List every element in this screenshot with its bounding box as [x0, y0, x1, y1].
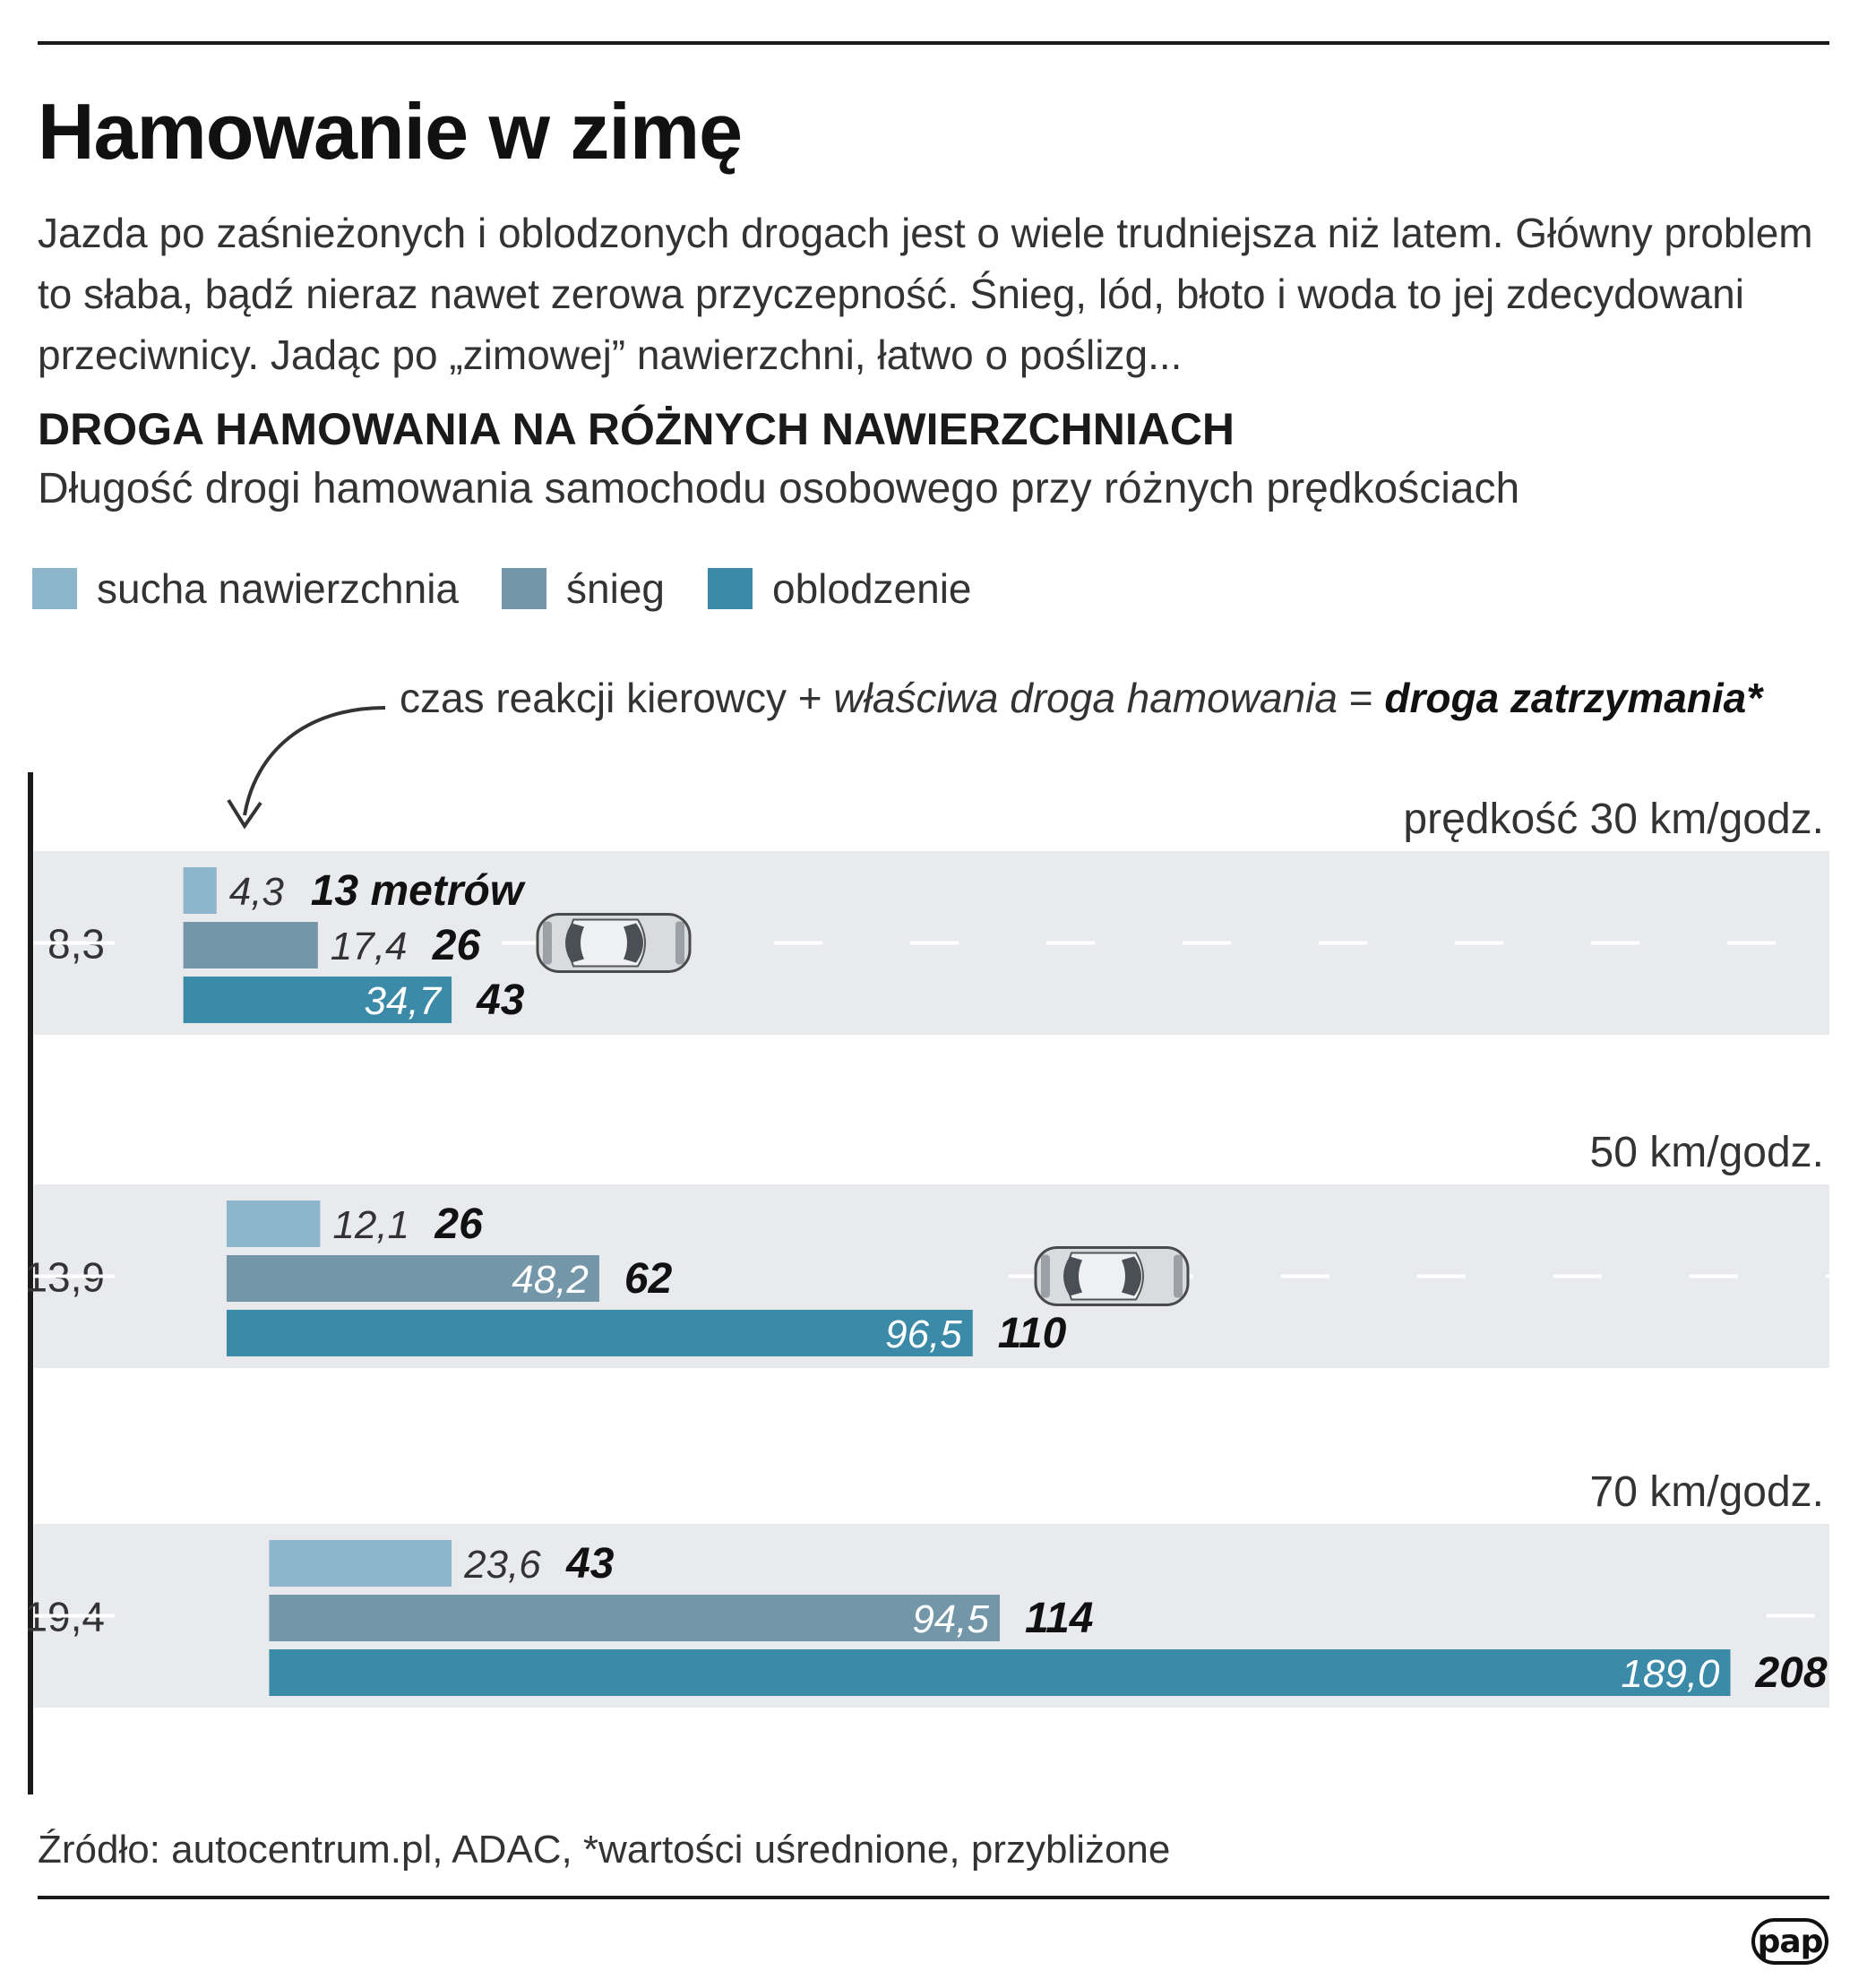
braking-value-label: 23,6: [463, 1543, 541, 1587]
braking-value-label: 96,5: [885, 1312, 962, 1356]
car-icon: [536, 913, 692, 973]
bar-ice: [269, 1649, 1731, 1696]
braking-value-label: 4,3: [229, 870, 285, 914]
lead-paragraph: Jazda po zaśnieżonych i oblodzonych drog…: [38, 210, 1813, 378]
speed-label: prędkość 30 km/godz.: [1403, 796, 1824, 843]
stopping-distance-label: 13 metrów: [311, 867, 526, 915]
curved-arrow-head-icon: [227, 798, 262, 830]
top-rule: [38, 41, 1829, 45]
legend-item-ice: oblodzenie: [707, 564, 972, 613]
legend-item-dry: sucha nawierzchnia: [32, 564, 459, 613]
stopping-distance-label: 114: [1025, 1595, 1094, 1642]
section-subtitle: Długość drogi hamowania samochodu osobow…: [38, 465, 1520, 512]
bar-dry: [269, 1540, 452, 1587]
legend-swatch-ice: [707, 568, 753, 609]
stopping-distance-label: 62: [624, 1255, 673, 1303]
stopping-distance-label: 26: [432, 922, 481, 969]
formula-reaction: czas reakcji kierowcy +: [400, 675, 834, 721]
formula-annotation: czas reakcji kierowcy + właściwa droga h…: [400, 674, 1762, 722]
bar-snow: [226, 1255, 599, 1302]
stopping-distance-label: 43: [476, 977, 525, 1024]
stopping-distance-label: 208: [1754, 1649, 1827, 1697]
braking-value-label: 12,1: [332, 1203, 409, 1247]
formula-stopping: droga zatrzymania*: [1384, 675, 1763, 721]
formula-equals: =: [1337, 675, 1385, 721]
bar-dry: [183, 867, 217, 914]
legend-swatch-snow: [502, 568, 547, 609]
braking-value-label: 48,2: [512, 1258, 589, 1302]
bottom-rule: [38, 1896, 1829, 1899]
pap-logo: pap: [1751, 1918, 1828, 1965]
curved-arrow-icon: [243, 706, 386, 816]
source-note: Źródło: autocentrum.pl, ADAC, *wartości …: [38, 1828, 1171, 1872]
legend-label-snow: śnieg: [566, 565, 665, 612]
speed-label: 70 km/godz.: [1590, 1468, 1824, 1516]
bar-ice: [226, 1310, 973, 1356]
speed-label: 50 km/godz.: [1590, 1129, 1824, 1176]
legend-item-snow: śnieg: [502, 564, 665, 613]
legend-label-dry: sucha nawierzchnia: [97, 565, 460, 612]
stopping-distance-label: 26: [434, 1201, 483, 1248]
legend: sucha nawierzchnia śnieg oblodzenie: [32, 564, 1015, 613]
braking-value-label: 17,4: [331, 925, 408, 968]
braking-value-label: 34,7: [364, 979, 442, 1023]
car-icon: [1034, 1246, 1190, 1306]
legend-swatch-dry: [32, 568, 77, 609]
braking-value-label: 94,5: [912, 1597, 989, 1641]
section-title: DROGA HAMOWANIA NA RÓŻNYCH NAWIERZCHNIAC…: [38, 404, 1235, 454]
page-title: Hamowanie w zimę: [38, 87, 743, 176]
legend-label-ice: oblodzenie: [771, 565, 972, 612]
bar-snow: [183, 922, 318, 968]
formula-braking: właściwa droga hamowania: [833, 675, 1338, 721]
bar-snow: [269, 1595, 1000, 1641]
stopping-distance-label: 43: [565, 1540, 615, 1588]
bar-dry: [226, 1201, 321, 1247]
braking-value-label: 189,0: [1621, 1652, 1720, 1696]
stopping-distance-label: 110: [998, 1310, 1067, 1357]
bar-ice: [183, 977, 452, 1023]
